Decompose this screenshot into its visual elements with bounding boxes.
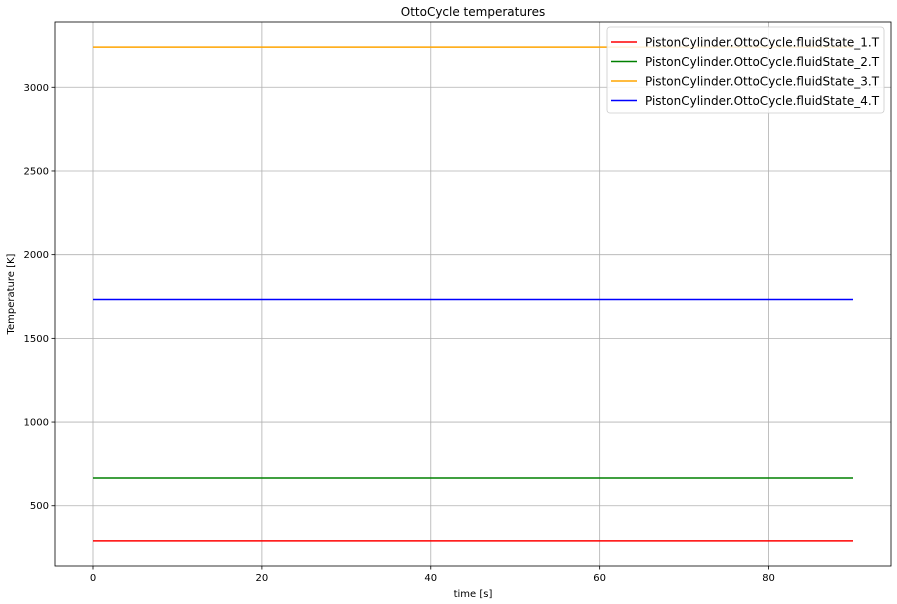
y-tick-label: 3000 (24, 83, 49, 94)
y-tick-label: 2500 (24, 166, 49, 177)
y-tick-label: 500 (30, 501, 49, 512)
x-tick-label: 0 (90, 573, 96, 584)
legend-box (606, 26, 885, 114)
legend-entry: PistonCylinder.OttoCycle.fluidState_2.T (645, 55, 880, 69)
x-axis-label: time [s] (454, 589, 493, 600)
plot-frame (54, 21, 892, 567)
legend-entry: PistonCylinder.OttoCycle.fluidState_1.T (645, 36, 880, 50)
legend-entry: PistonCylinder.OttoCycle.fluidState_4.T (645, 94, 880, 108)
y-tick-label: 1500 (24, 334, 49, 345)
legend: PistonCylinder.OttoCycle.fluidState_1.T P… (606, 26, 885, 114)
x-tick-label: 20 (256, 573, 269, 584)
y-tick-label: 2000 (24, 250, 49, 261)
y-axis: 500 1000 1500 2000 2500 3000 (24, 83, 55, 512)
chart-title: OttoCycle temperatures (401, 5, 546, 19)
y-axis-label: Temperature [K] (6, 253, 17, 335)
x-axis: 0 20 40 60 80 (90, 566, 775, 584)
x-tick-label: 80 (762, 573, 775, 584)
legend-entry: PistonCylinder.OttoCycle.fluidState_3.T (645, 75, 880, 89)
y-tick-label: 1000 (24, 418, 49, 429)
x-tick-label: 60 (593, 573, 606, 584)
x-tick-label: 40 (424, 573, 437, 584)
